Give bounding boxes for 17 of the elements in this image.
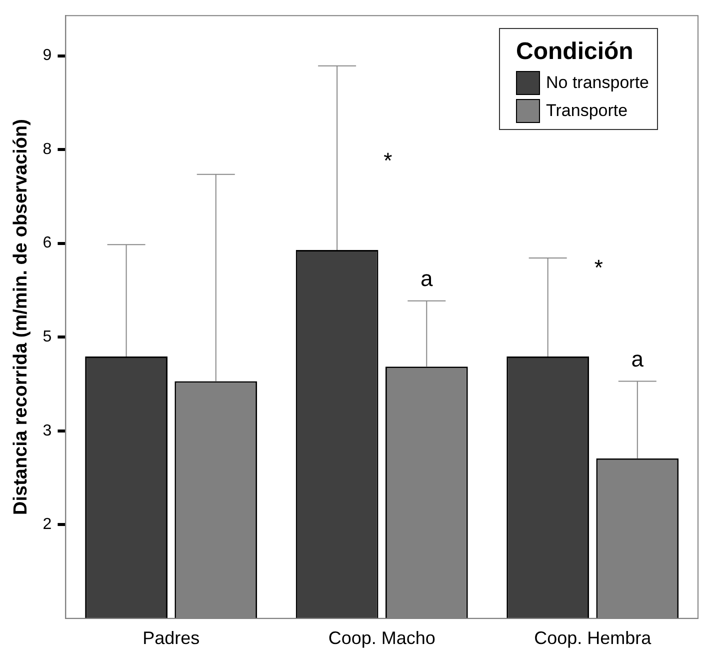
x-tick-label: Coop. Hembra <box>534 628 652 648</box>
annotation: a <box>631 346 644 372</box>
y-tick-label: 8 <box>42 140 52 158</box>
legend-label: No transporte <box>546 72 649 93</box>
y-tick-label: 3 <box>42 422 52 440</box>
y-tick-label: 6 <box>42 234 52 252</box>
y-tick-label: 9 <box>42 47 52 64</box>
x-tick-label: Coop. Macho <box>328 628 436 648</box>
annotation: * <box>594 255 604 280</box>
y-tick-label: 2 <box>42 516 52 534</box>
y-tick-label: 5 <box>42 328 52 346</box>
legend-label: Transporte <box>546 100 628 121</box>
x-tick-label: Padres <box>142 628 200 648</box>
annotation: * <box>384 148 393 173</box>
legend-title: Condición <box>516 36 634 67</box>
annotation: a <box>420 266 434 291</box>
y-axis-title: Distancia recorrida (m/min. de observación) <box>10 119 32 515</box>
